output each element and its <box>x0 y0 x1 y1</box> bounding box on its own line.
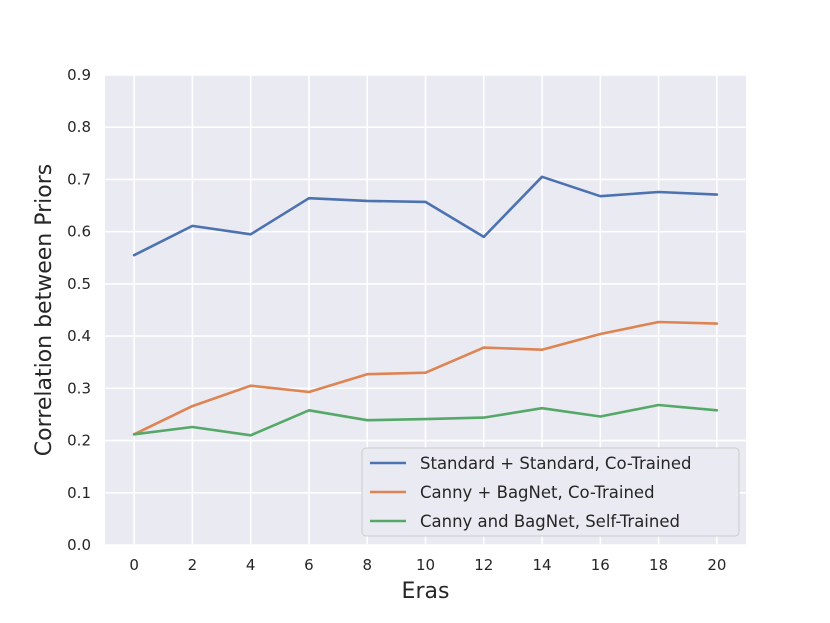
legend-box <box>361 447 740 537</box>
x-tick-label: 8 <box>362 556 372 574</box>
x-tick-label: 4 <box>246 556 256 574</box>
y-tick-label: 0.6 <box>67 223 91 241</box>
y-tick-label: 0.2 <box>67 432 91 450</box>
legend-label-2: Canny + BagNet, Co-Trained <box>420 483 655 502</box>
y-tick-label: 0.9 <box>67 66 91 84</box>
y-tick-label: 0.3 <box>67 379 91 397</box>
legend-label-1: Standard + Standard, Co-Trained <box>420 454 692 473</box>
y-tick-label: 0.5 <box>67 275 91 293</box>
tick-labels: 0.0 0.1 0.2 0.3 0.4 0.5 0.6 0.7 0.8 0.9 0 2 4 6 8 10 12 1… <box>67 66 726 574</box>
y-axis-title: Correlation between Priors <box>32 164 57 456</box>
series-layer <box>132 175 719 437</box>
x-tick-label: 12 <box>474 556 493 574</box>
legend: Standard + Standard, Co-Trained Canny + B… <box>361 447 740 537</box>
series-line-3 <box>132 403 719 437</box>
x-tick-label: 18 <box>649 556 668 574</box>
x-tick-label: 6 <box>304 556 314 574</box>
x-tick-label: 14 <box>532 556 551 574</box>
x-tick-label: 16 <box>591 556 610 574</box>
x-tick-label: 0 <box>129 556 139 574</box>
x-tick-label: 10 <box>416 556 435 574</box>
series-line-2 <box>132 320 719 436</box>
x-tick-label: 20 <box>707 556 726 574</box>
y-tick-label: 0.8 <box>67 118 91 136</box>
y-tick-label: 0.7 <box>67 170 91 188</box>
x-tick-label: 2 <box>188 556 198 574</box>
y-tick-label: 0.4 <box>67 327 91 345</box>
legend-label-3: Canny and BagNet, Self-Trained <box>420 512 680 531</box>
y-tick-label: 0.1 <box>67 484 91 502</box>
y-tick-label: 0.0 <box>67 536 91 554</box>
x-axis-title: Eras <box>402 579 450 604</box>
series-line-1 <box>132 175 719 257</box>
